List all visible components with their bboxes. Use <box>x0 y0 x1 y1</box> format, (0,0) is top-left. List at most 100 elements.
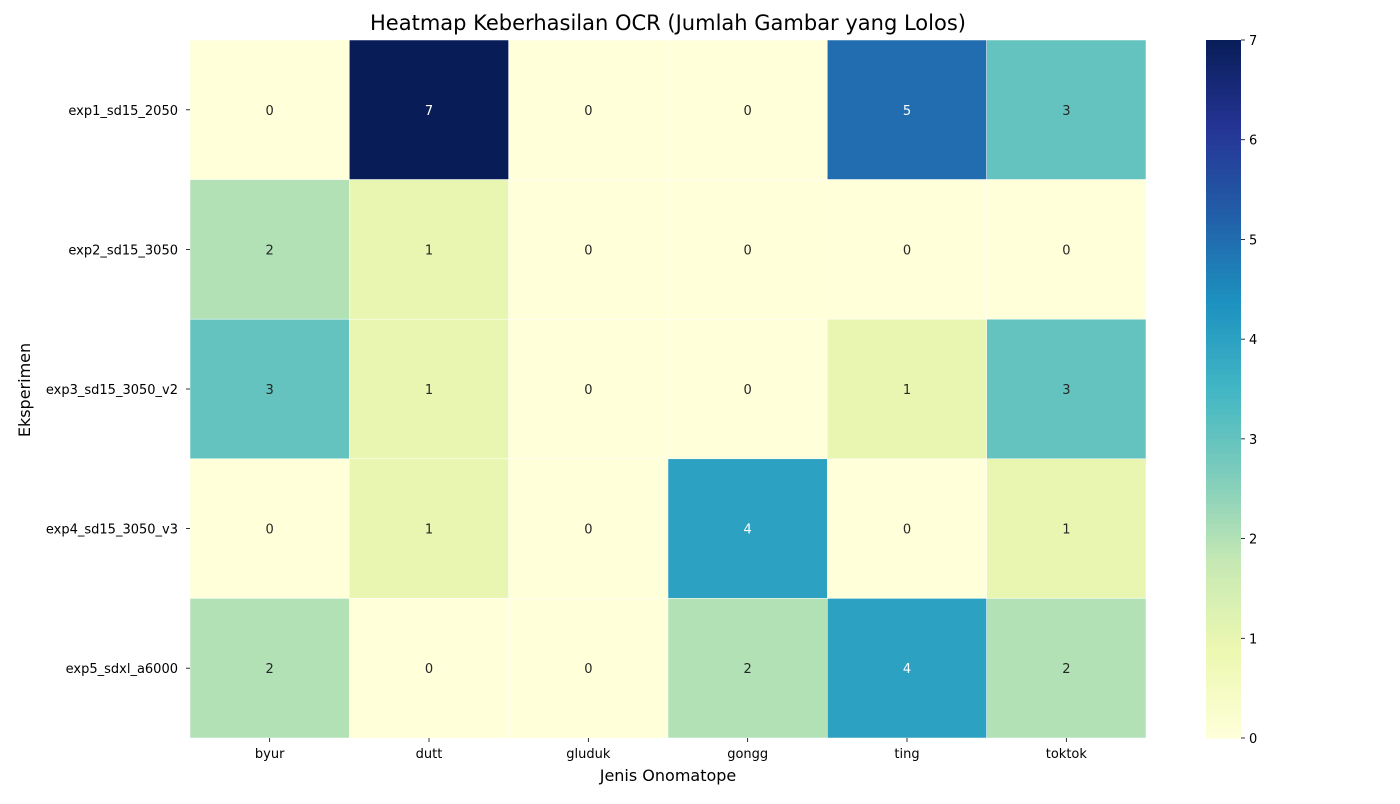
colorbar-segment <box>1206 718 1241 724</box>
colorbar-segment <box>1206 508 1241 515</box>
y-tick-label: exp5_sdxl_a6000 <box>66 662 178 677</box>
colorbar-segment <box>1206 184 1241 191</box>
colorbar-segment <box>1206 334 1241 340</box>
heatmap-cell <box>349 318 509 460</box>
colorbar-segment <box>1206 254 1241 260</box>
colorbar-segment <box>1206 249 1241 255</box>
heatmap-cell <box>189 598 350 739</box>
colorbar-segment <box>1206 468 1241 475</box>
colorbar-segment <box>1206 69 1241 76</box>
heatmap-cell <box>508 458 669 599</box>
heatmap-cell <box>667 598 828 739</box>
heatmap-cell <box>189 318 350 460</box>
colorbar-segment <box>1206 159 1241 166</box>
y-tick-label: exp2_sd15_3050 <box>68 243 178 258</box>
colorbar-segment <box>1206 189 1241 196</box>
colorbar-segment <box>1206 94 1241 101</box>
cell-value-label: 0 <box>903 243 911 258</box>
cell-value-label: 2 <box>744 662 752 677</box>
colorbar-segment <box>1206 563 1241 570</box>
colorbar-segment <box>1206 648 1241 654</box>
cell-value-label: 3 <box>266 383 274 398</box>
colorbar-segment <box>1206 693 1241 699</box>
colorbar-segment <box>1206 728 1241 734</box>
colorbar-segment <box>1206 653 1241 659</box>
colorbar-segment <box>1206 324 1241 330</box>
colorbar-segment <box>1206 369 1241 375</box>
x-tick-label: gluduk <box>566 747 611 762</box>
colorbar-segment <box>1206 174 1241 181</box>
colorbar-segment <box>1206 109 1241 116</box>
colorbar-segment <box>1206 628 1241 634</box>
cell-value-label: 0 <box>584 523 592 538</box>
colorbar-tick-label: 4 <box>1249 333 1257 348</box>
cell-value-label: 1 <box>1062 523 1070 538</box>
cell-value-label: 1 <box>425 243 433 258</box>
heatmap-cell <box>508 39 669 180</box>
cell-value-label: 1 <box>425 523 433 538</box>
colorbar-tick-label: 5 <box>1249 233 1257 248</box>
cell-value-label: 1 <box>903 383 911 398</box>
colorbar-segment <box>1206 129 1241 136</box>
cell-value-label: 4 <box>744 523 752 538</box>
colorbar-segment <box>1206 533 1241 540</box>
colorbar-segment <box>1206 393 1241 400</box>
heatmap-cell <box>986 39 1147 180</box>
heatmap-cell <box>508 318 669 460</box>
heatmap-cell <box>827 458 987 599</box>
cell-value-label: 2 <box>266 662 274 677</box>
colorbar-tick-label: 0 <box>1249 732 1257 747</box>
colorbar-segment <box>1206 643 1241 649</box>
colorbar-segment <box>1206 284 1241 290</box>
colorbar-segment <box>1206 294 1241 300</box>
colorbar-segment <box>1206 84 1241 91</box>
colorbar-segment <box>1206 319 1241 325</box>
colorbar-segment <box>1206 688 1241 694</box>
colorbar-segment <box>1206 389 1241 395</box>
colorbar-segment <box>1206 244 1241 250</box>
colorbar-segment <box>1206 44 1241 51</box>
colorbar-segment <box>1206 553 1241 560</box>
colorbar-segment <box>1206 483 1241 490</box>
colorbar-segment <box>1206 683 1241 689</box>
cell-value-label: 0 <box>744 104 752 119</box>
colorbar-tick-label: 7 <box>1249 34 1257 49</box>
colorbar-segment <box>1206 598 1241 604</box>
heatmap-cell <box>667 179 828 320</box>
colorbar-segment <box>1206 448 1241 455</box>
colorbar-segment <box>1206 199 1241 206</box>
colorbar-segment <box>1206 54 1241 61</box>
heatmap-cell <box>986 598 1147 739</box>
x-tick-label: dutt <box>416 747 443 762</box>
colorbar-segment <box>1206 573 1241 580</box>
colorbar-segment <box>1206 493 1241 500</box>
x-tick-label: toktok <box>1046 747 1088 762</box>
heatmap-cell <box>349 458 509 599</box>
chart-title: Heatmap Keberhasilan OCR (Jumlah Gambar … <box>370 11 966 35</box>
colorbar-segment <box>1206 224 1241 231</box>
cell-value-label: 0 <box>584 104 592 119</box>
colorbar-segment <box>1206 89 1241 96</box>
colorbar-segment <box>1206 708 1241 714</box>
colorbar-segment <box>1206 413 1241 420</box>
x-tick-label: byur <box>255 747 285 762</box>
colorbar-segment <box>1206 229 1241 236</box>
heatmap-cell <box>189 458 350 599</box>
colorbar-segment <box>1206 538 1241 545</box>
colorbar-segment <box>1206 523 1241 530</box>
colorbar-segment <box>1206 104 1241 111</box>
colorbar-segment <box>1206 144 1241 151</box>
colorbar-segment <box>1206 239 1241 246</box>
colorbar-tick-label: 2 <box>1249 533 1257 548</box>
colorbar-segment <box>1206 638 1241 644</box>
cell-value-label: 0 <box>266 523 274 538</box>
colorbar-segment <box>1206 578 1241 585</box>
colorbar-segment <box>1206 543 1241 550</box>
colorbar: 0 1 2 3 4 5 6 7 <box>1206 34 1257 747</box>
cell-value-label: 0 <box>425 662 433 677</box>
colorbar-segment <box>1206 304 1241 310</box>
cell-value-label: 0 <box>584 243 592 258</box>
cell-value-label: 0 <box>584 383 592 398</box>
